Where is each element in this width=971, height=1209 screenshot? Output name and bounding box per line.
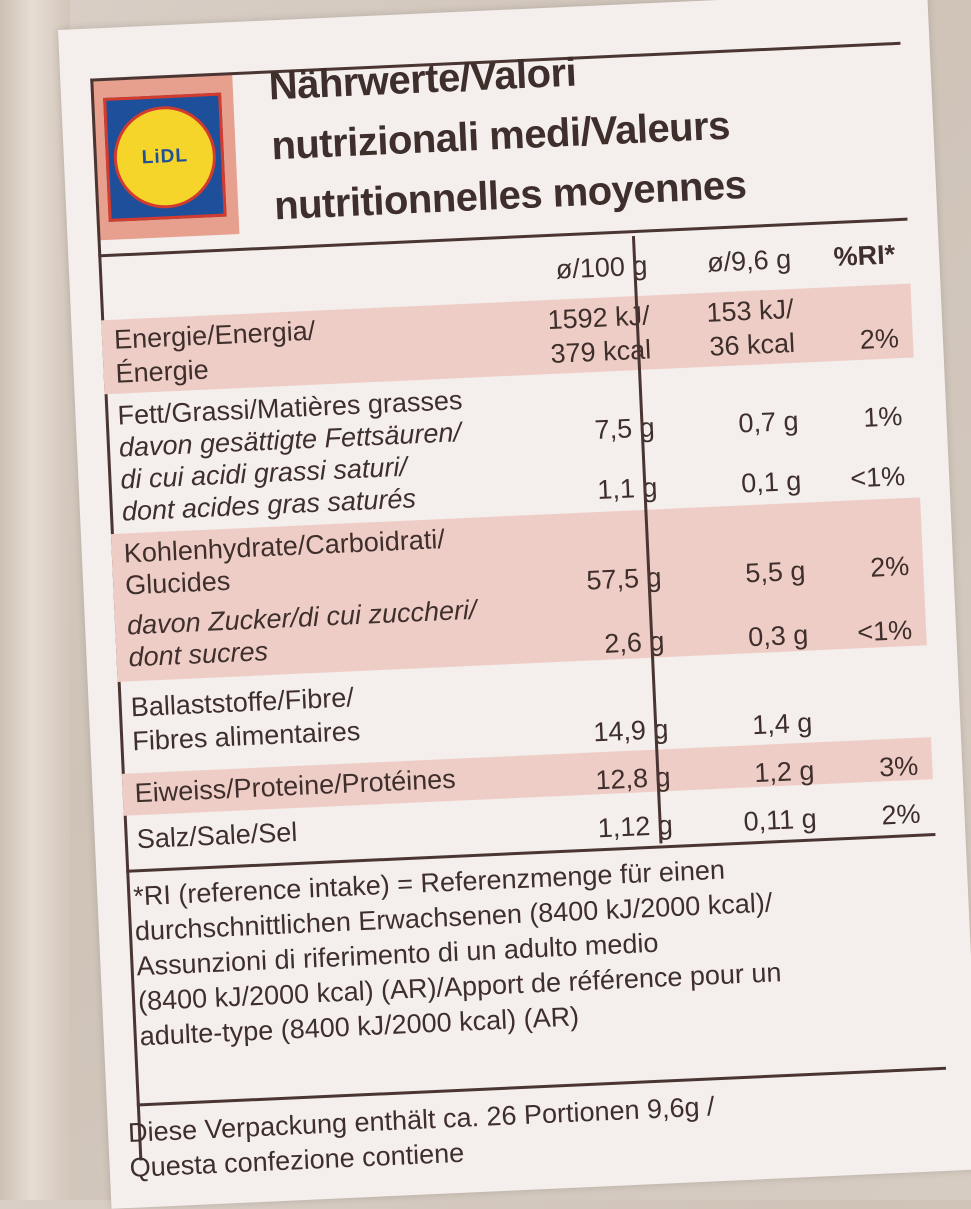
row-value-portion: 153 kJ/ bbox=[705, 293, 795, 328]
row-value-ri: 2% bbox=[869, 550, 910, 583]
row-value-100g: 7,5 g bbox=[593, 412, 656, 446]
header-ri: %RI* bbox=[832, 239, 896, 273]
row-value-100g: 2,6 g bbox=[603, 626, 666, 659]
row-value-ri: 2% bbox=[880, 798, 922, 831]
row-value-ri: 1% bbox=[862, 401, 904, 433]
row-value-portion: 36 kcal bbox=[708, 327, 796, 362]
row-value-portion: 0,1 g bbox=[740, 465, 802, 499]
row-value-ri: 2% bbox=[859, 323, 900, 355]
row-value-portion: 1,4 g bbox=[751, 707, 813, 741]
row-name: Salz/Sale/Sel bbox=[136, 816, 298, 855]
row-value-portion: 0,3 g bbox=[747, 619, 809, 653]
plastic-wrap bbox=[0, 0, 70, 1200]
nutrition-label: LiDL Nährwerte/Valori nutrizionali medi/… bbox=[58, 0, 971, 1209]
row-value-ri: <1% bbox=[856, 614, 913, 648]
row-name: dont sucres bbox=[127, 636, 269, 673]
row-name: Energie/Energia/ bbox=[113, 315, 316, 355]
row-value-ri: <1% bbox=[849, 461, 906, 494]
row-name: Énergie bbox=[114, 354, 210, 389]
row-value-ri: 3% bbox=[878, 750, 919, 783]
ri-footnote: *RI (reference intake) = Referenzmenge f… bbox=[133, 844, 930, 1055]
row-value-portion: 0,11 g bbox=[742, 803, 818, 837]
row-name: davon Zucker/di cui zuccheri/ bbox=[126, 594, 478, 641]
row-value-portion: 5,5 g bbox=[744, 555, 806, 589]
row-value-100g: 1,1 g bbox=[596, 472, 659, 505]
header-per-portion: ø/9,6 g bbox=[706, 243, 792, 278]
row-name: Glucides bbox=[124, 565, 231, 601]
label-title: Nährwerte/Valori nutrizionali medi/Valeu… bbox=[267, 30, 855, 236]
row-value-portion: 0,7 g bbox=[737, 405, 800, 439]
row-value-portion: 1,2 g bbox=[753, 755, 816, 789]
